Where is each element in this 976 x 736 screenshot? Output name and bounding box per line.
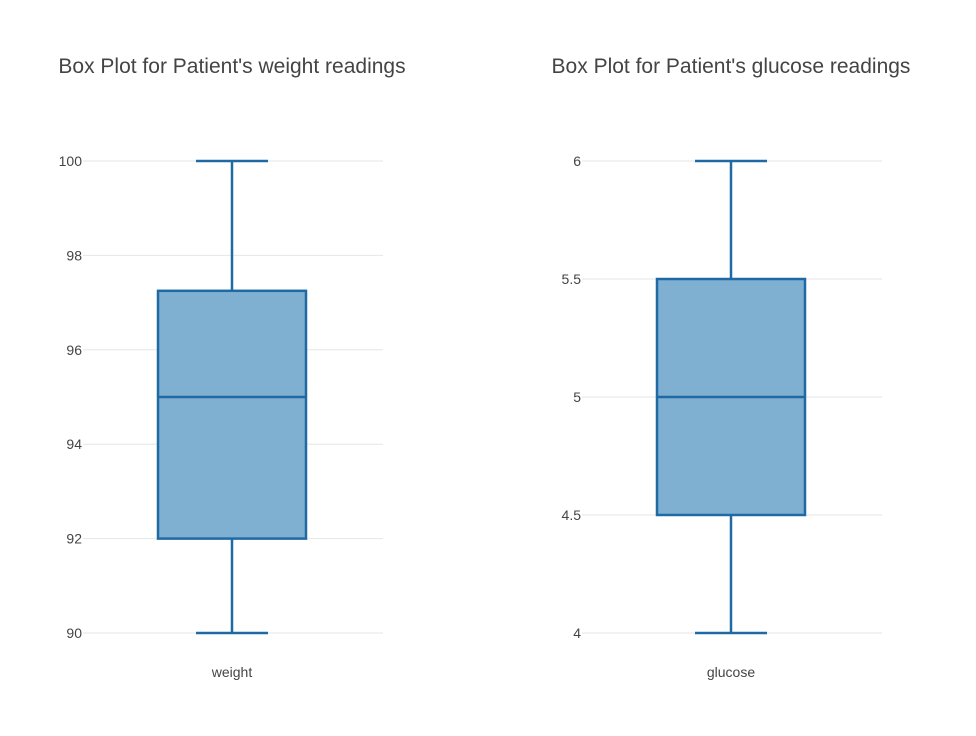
glucose-category-label: glucose (707, 664, 755, 680)
glucose-box-group (655, 159, 807, 635)
glucose-y-axis-ticks: 4 4.5 5 5.5 6 (562, 153, 582, 641)
weight-box-group (156, 159, 308, 635)
weight-subplot: Box Plot for Patient's weight readings 9… (58, 55, 405, 680)
glucose-y-tick-label: 5 (573, 389, 581, 405)
glucose-y-tick-label: 6 (573, 153, 581, 169)
weight-y-tick-label: 90 (66, 625, 82, 641)
weight-y-tick-label: 94 (66, 436, 82, 452)
glucose-chart-title: Box Plot for Patient's glucose readings (552, 55, 911, 78)
weight-iqr-box (156, 289, 308, 540)
glucose-y-tick-label: 5.5 (562, 271, 582, 287)
weight-y-tick-label: 92 (66, 531, 82, 547)
weight-y-tick-label: 100 (59, 153, 83, 169)
glucose-y-tick-label: 4 (573, 625, 581, 641)
glucose-y-tick-label: 4.5 (562, 507, 582, 523)
weight-category-label: weight (211, 664, 253, 680)
glucose-subplot: Box Plot for Patient's glucose readings … (552, 55, 911, 680)
weight-y-tick-label: 96 (66, 342, 82, 358)
weight-chart-title: Box Plot for Patient's weight readings (58, 55, 405, 78)
weight-y-tick-label: 98 (66, 247, 82, 263)
weight-y-axis-ticks: 90 92 94 96 98 100 (59, 153, 83, 641)
